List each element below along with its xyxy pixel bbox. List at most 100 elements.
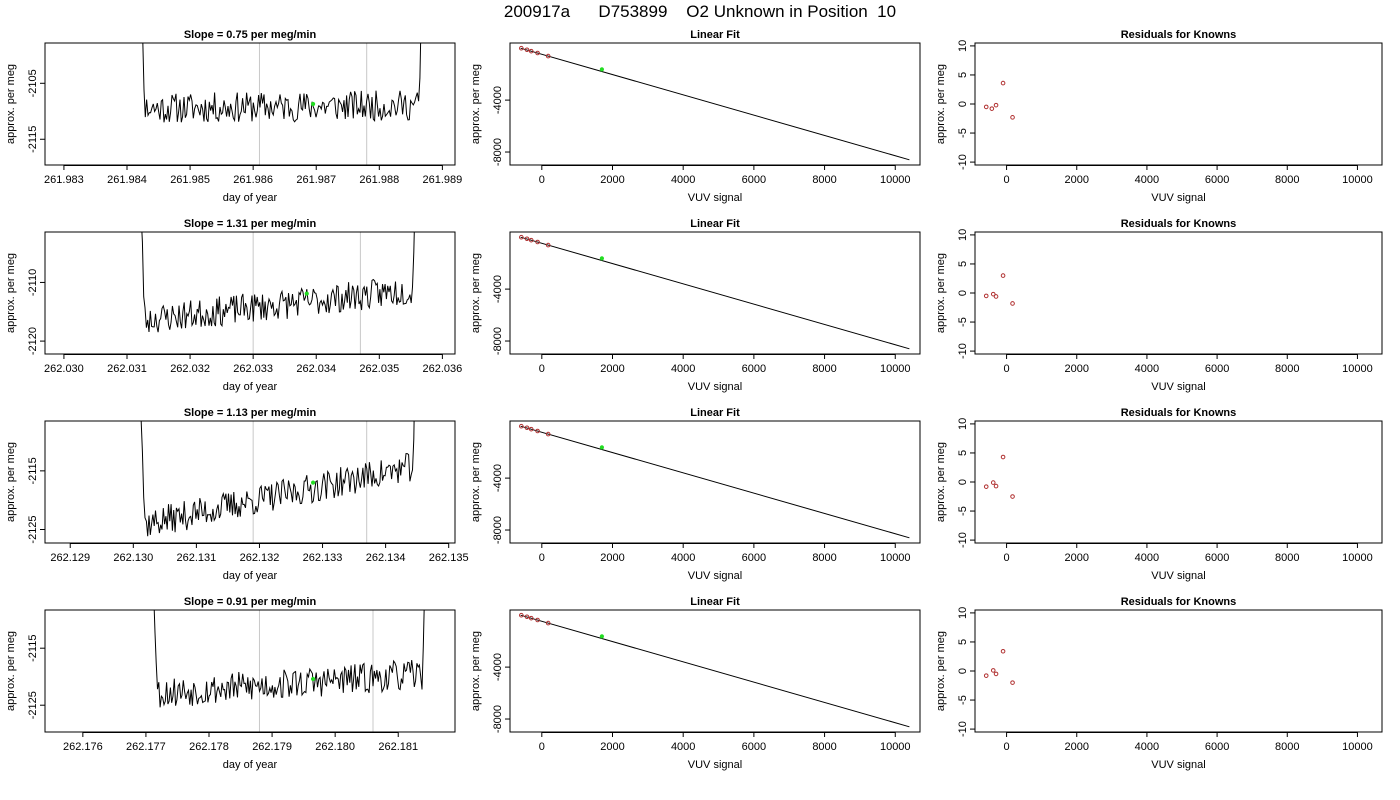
- x-tick-label: 261.989: [423, 174, 463, 186]
- x-tick-label: 262.181: [378, 741, 418, 753]
- known-point: [519, 612, 524, 618]
- panel-r2-c3: 0 2000 4000 6000 8000 10000 -10 -5 0 5 10 Residuals…: [935, 218, 1383, 393]
- known-point: [524, 236, 530, 242]
- data-trace: [140, 421, 415, 537]
- x-tick-label: 262.032: [170, 363, 210, 375]
- y-tick-label: -2105: [27, 69, 39, 97]
- plot-area: [141, 232, 415, 354]
- residual-point: [983, 673, 989, 678]
- known-point: [524, 614, 530, 620]
- known-point: [545, 53, 551, 59]
- panel-title: Residuals for Knowns: [1121, 596, 1237, 608]
- plot-frame: [974, 420, 1383, 544]
- x-tick-label: 262.179: [252, 741, 292, 753]
- panel-title: Linear Fit: [690, 218, 740, 230]
- panel-title: Slope = 1.13 per meg/min: [184, 407, 317, 419]
- x-tick-label: 262.176: [63, 741, 103, 753]
- x-tick-label: 261.985: [170, 174, 210, 186]
- residual-point: [983, 484, 989, 489]
- y-axis-label: approx. per meg: [470, 442, 482, 522]
- residual-point: [990, 668, 996, 673]
- fit-line: [520, 614, 910, 728]
- x-tick-label: 262.035: [359, 363, 399, 375]
- x-tick-label: 0: [539, 741, 545, 753]
- x-axis-label: VUV signal: [688, 381, 742, 393]
- known-point: [528, 615, 534, 621]
- panel-title: Residuals for Knowns: [1121, 29, 1237, 41]
- y-tick-label: -4000: [492, 86, 504, 114]
- panel-title: Residuals for Knowns: [1121, 407, 1237, 419]
- unknown-point: [599, 256, 604, 261]
- x-tick-label: 0: [539, 174, 545, 186]
- plot-frame: [974, 42, 1383, 166]
- x-tick-label: 8000: [812, 174, 836, 186]
- y-tick-label: -8000: [492, 516, 504, 544]
- unknown-point: [599, 67, 604, 72]
- panel-r3-c2: 0 2000 4000 6000 8000 10000 -4000 -8000 Linear F…: [470, 407, 921, 582]
- y-axis-label: approx. per meg: [935, 253, 947, 333]
- y-tick-label: -2120: [27, 327, 39, 355]
- x-tick-label: 10000: [1342, 741, 1373, 753]
- x-axis-label: VUV signal: [1151, 192, 1205, 204]
- residual-point: [1010, 494, 1015, 499]
- x-tick-label: 0: [539, 363, 545, 375]
- y-tick-label: -2115: [27, 635, 39, 662]
- panel-r1-c1: 261.983 261.984 261.985 261.986 261.987 261.9…: [5, 29, 463, 204]
- y-axis-label: approx. per meg: [935, 64, 947, 144]
- data-trace: [153, 610, 425, 708]
- panel-r2-c2: 0 2000 4000 6000 8000 10000 -4000 -8000 Linear F…: [470, 218, 921, 393]
- x-tick-label: 10000: [880, 363, 911, 375]
- x-tick-label: 10000: [880, 552, 911, 564]
- x-tick-label: 262.134: [366, 552, 406, 564]
- x-tick-label: 10000: [1342, 552, 1373, 564]
- x-tick-label: 262.036: [423, 363, 463, 375]
- x-tick-label: 2000: [600, 363, 624, 375]
- x-tick-label: 6000: [1205, 552, 1229, 564]
- residual-point: [1000, 648, 1006, 654]
- y-tick-label: 5: [957, 639, 969, 645]
- y-tick-label: -10: [957, 343, 969, 359]
- panel-r2-c1: 262.030 262.031 262.032 262.033 262.034 262.0…: [5, 218, 463, 393]
- known-point: [545, 431, 551, 437]
- x-tick-label: 8000: [812, 363, 836, 375]
- known-point: [528, 237, 534, 243]
- y-tick-label: 5: [957, 261, 969, 267]
- plot-frame: [44, 609, 456, 733]
- y-tick-label: 10: [957, 418, 969, 430]
- x-tick-label: 4000: [671, 552, 695, 564]
- x-tick-label: 4000: [1135, 174, 1159, 186]
- x-tick-label: 261.983: [44, 174, 84, 186]
- known-point: [519, 234, 524, 240]
- fit-line: [520, 47, 910, 161]
- panel-r4-c2: 0 2000 4000 6000 8000 10000 -4000 -8000 Linear F…: [470, 596, 921, 771]
- residual-point: [1000, 454, 1006, 460]
- panel-title: Linear Fit: [690, 29, 740, 41]
- known-point: [524, 47, 530, 53]
- x-tick-label: 8000: [1275, 741, 1299, 753]
- x-tick-label: 0: [1004, 363, 1010, 375]
- y-tick-label: -4000: [492, 653, 504, 681]
- unknown-point: [310, 480, 316, 485]
- unknown-point: [599, 445, 604, 450]
- x-tick-label: 10000: [1342, 174, 1373, 186]
- x-tick-label: 0: [1004, 741, 1010, 753]
- y-tick-label: -2125: [27, 515, 39, 543]
- residual-point: [990, 291, 996, 297]
- x-tick-label: 261.984: [107, 174, 147, 186]
- panel-r3-c3: 0 2000 4000 6000 8000 10000 -10 -5 0 5 10 Residuals…: [935, 407, 1383, 582]
- residual-point: [983, 104, 989, 110]
- unknown-point: [310, 101, 316, 107]
- plot-frame: [44, 42, 456, 166]
- panel-title: Slope = 0.91 per meg/min: [184, 596, 317, 608]
- y-tick-label: 5: [957, 450, 969, 456]
- y-tick-label: 10: [957, 607, 969, 619]
- x-tick-label: 2000: [600, 174, 624, 186]
- data-trace: [141, 232, 415, 333]
- x-axis-label: VUV signal: [688, 759, 742, 771]
- x-tick-label: 262.030: [44, 363, 84, 375]
- x-tick-label: 4000: [671, 174, 695, 186]
- residual-point: [1000, 273, 1006, 278]
- x-axis-label: day of year: [223, 192, 278, 204]
- y-axis-label: approx. per meg: [5, 64, 17, 144]
